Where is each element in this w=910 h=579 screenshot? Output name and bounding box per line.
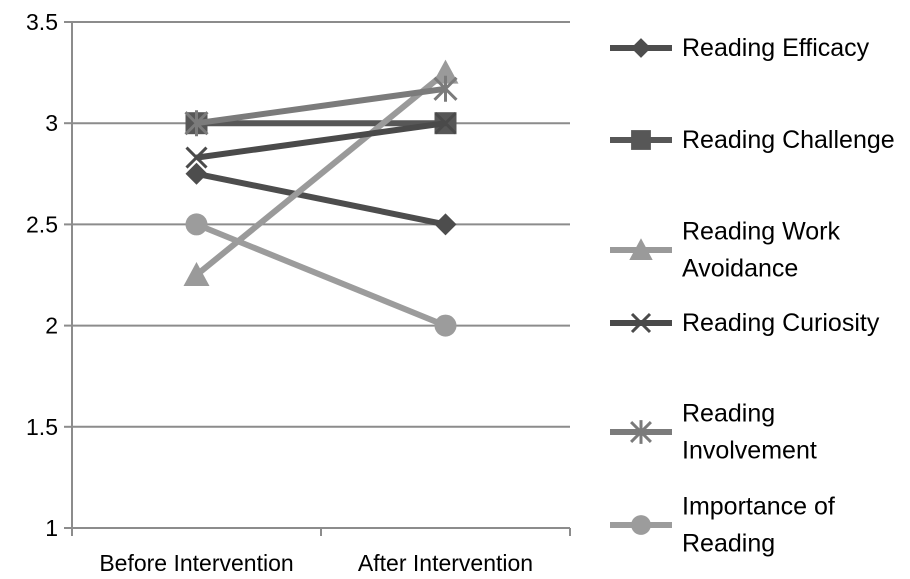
legend-marker	[630, 312, 652, 334]
legend-marker	[631, 515, 651, 535]
y-tick-label: 2.5	[26, 211, 58, 237]
series-line	[194, 70, 448, 278]
series-reading-curiosity	[185, 112, 457, 169]
legend-label: Importance of	[682, 493, 835, 521]
data-point	[184, 110, 209, 137]
series-group	[183, 59, 459, 337]
series-line	[195, 221, 447, 329]
legend-label: Reading	[682, 530, 775, 558]
data-point	[185, 146, 208, 169]
y-tick-label: 1.5	[26, 414, 58, 440]
series-line	[196, 85, 446, 127]
legend-label: Avoidance	[682, 255, 798, 283]
legend: Reading Efficacy Reading Challenge Reading…	[610, 34, 895, 558]
legend-item: Reading Involvement	[610, 400, 817, 465]
y-axis-ticks: 1 1.5 2 2.5 3 3.5	[26, 9, 72, 541]
data-point	[434, 112, 457, 135]
legend-label: Reading Work	[682, 218, 840, 246]
y-tick-label: 3	[45, 110, 58, 136]
legend-marker	[631, 130, 651, 150]
legend-item: Reading Curiosity	[610, 309, 880, 337]
series-importance-of-reading	[185, 213, 457, 337]
series-reading-involvement	[184, 75, 458, 137]
legend-item: Reading Efficacy	[610, 34, 870, 62]
legend-item: Importance of Reading	[610, 493, 835, 558]
legend-item: Reading Challenge	[610, 126, 895, 154]
y-tick-label: 1	[45, 515, 58, 541]
legend-label: Reading Curiosity	[682, 309, 880, 337]
data-point	[183, 262, 210, 287]
legend-label: Reading Challenge	[682, 126, 895, 154]
series-reading-efficacy	[185, 162, 457, 236]
legend-marker	[630, 420, 652, 444]
legend-label: Reading Efficacy	[682, 34, 870, 62]
gridlines	[72, 21, 570, 428]
series-line	[195, 170, 447, 228]
x-axis-ticks: Before Intervention After Intervention	[71, 528, 571, 576]
data-point	[434, 314, 457, 337]
y-tick-label: 3.5	[26, 9, 58, 35]
data-point	[432, 59, 459, 84]
series-reading-challenge	[185, 112, 457, 135]
legend-marker	[631, 38, 651, 58]
x-tick-label: Before Intervention	[99, 550, 293, 576]
data-point	[433, 75, 458, 102]
data-point	[185, 213, 208, 236]
y-tick-label: 2	[45, 313, 58, 339]
series-line	[196, 120, 446, 161]
legend-marker	[629, 238, 653, 260]
legend-label: Reading	[682, 400, 775, 428]
data-point	[185, 162, 208, 185]
legend-label: Involvement	[682, 437, 817, 465]
x-tick-label: After Intervention	[358, 550, 533, 576]
legend-item: Reading Work Avoidance	[610, 218, 840, 283]
data-point	[434, 213, 457, 236]
